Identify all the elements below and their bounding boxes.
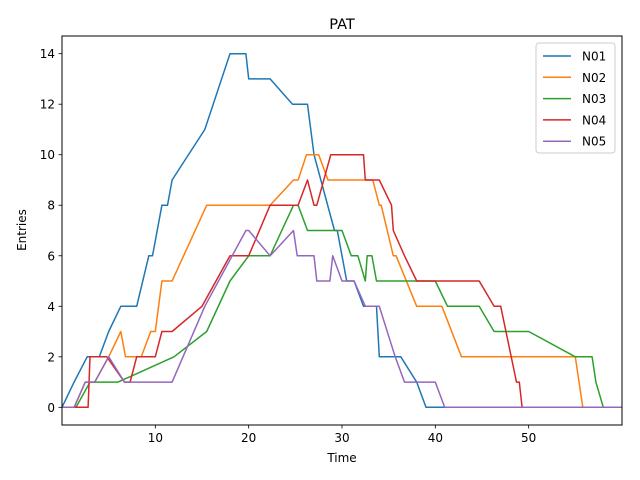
legend-label-n05: N05: [582, 135, 606, 149]
y-tick-label: 2: [47, 350, 55, 364]
x-axis-label: Time: [326, 451, 356, 465]
series-line-n05: [62, 229, 622, 409]
legend-frame: [535, 42, 616, 154]
series-line-n03: [62, 204, 622, 409]
y-tick-label: 0: [47, 401, 55, 415]
y-axis-label: Entries: [15, 209, 29, 251]
x-tick-label: 30: [334, 431, 349, 445]
legend: N01 N02 N03 N04 N05: [535, 42, 616, 154]
series-line-n01: [62, 52, 622, 409]
y-tick-label: 14: [40, 47, 55, 61]
legend-label-n04: N04: [582, 113, 606, 127]
x-axis: 10 20 30 40 50: [148, 425, 536, 445]
y-axis: 0 2 4 6 8 10 12 14: [40, 47, 62, 415]
plot-area: [62, 52, 622, 409]
chart-title: PAT: [329, 17, 355, 33]
y-tick-label: 10: [40, 148, 55, 162]
y-tick-label: 4: [47, 300, 55, 314]
legend-label-n03: N03: [582, 92, 606, 106]
legend-label-n02: N02: [582, 71, 606, 85]
y-tick-label: 12: [40, 98, 55, 112]
series-line-n02: [62, 153, 622, 409]
x-tick-label: 50: [521, 431, 536, 445]
series-line-n04: [62, 153, 622, 409]
x-tick-label: 10: [148, 431, 163, 445]
x-tick-label: 40: [428, 431, 443, 445]
y-tick-label: 8: [47, 199, 55, 213]
legend-label-n01: N01: [582, 50, 606, 64]
y-tick-label: 6: [47, 249, 55, 263]
x-tick-label: 20: [241, 431, 256, 445]
